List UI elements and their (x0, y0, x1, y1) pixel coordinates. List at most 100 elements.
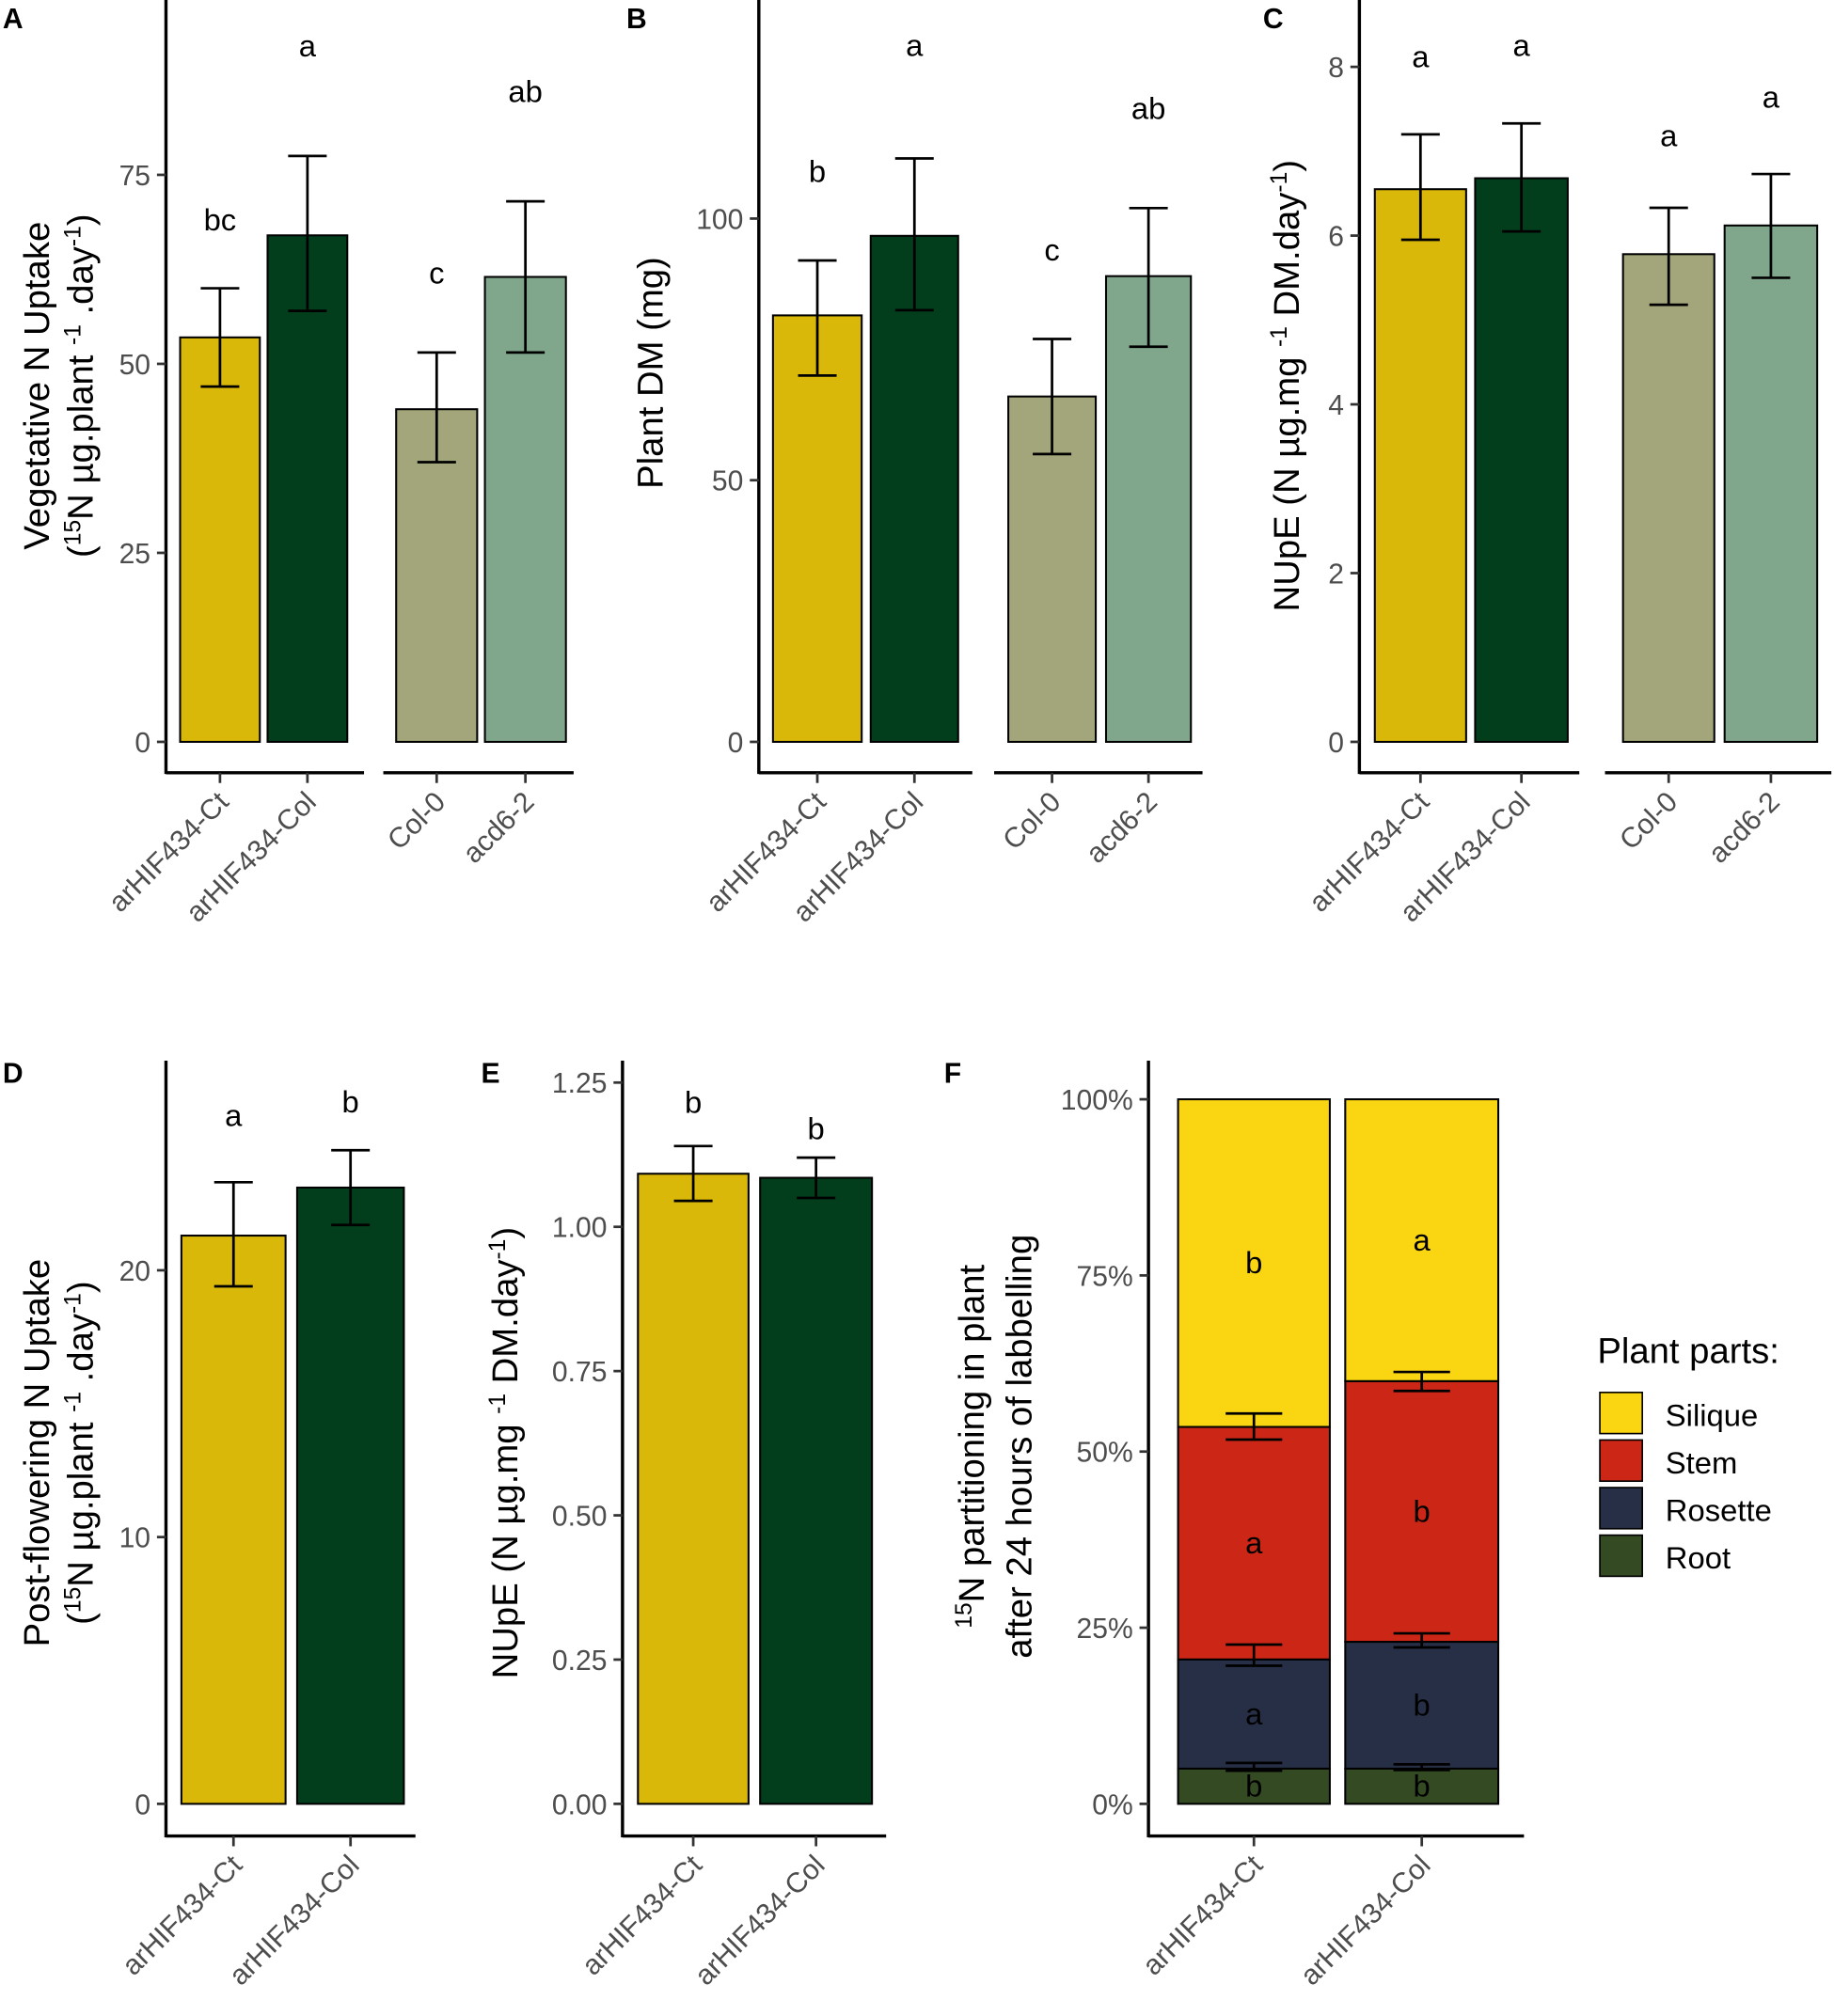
significance-letter: b (1414, 1769, 1431, 1803)
y-tick-label: 1.25 (552, 1068, 608, 1099)
title-segment: DM.day (1267, 192, 1307, 326)
y-tick-label: 75% (1077, 1261, 1133, 1292)
y-tick-label: 0 (728, 728, 744, 759)
y-tick-label: 10 (119, 1523, 150, 1554)
bar (869, 234, 959, 743)
legend-swatch (1599, 1534, 1644, 1578)
y-tick-label: 0 (134, 728, 150, 759)
legend-label: Rosette (1666, 1493, 1772, 1528)
significance-letter: a (299, 28, 317, 63)
title-segment: N µg.plant (61, 345, 102, 520)
stacked-bar-segment (1177, 1425, 1331, 1661)
y-tick-label: 0.75 (552, 1357, 608, 1388)
bar (1723, 224, 1819, 743)
error-bar (200, 287, 240, 388)
y-tick-label: 75 (119, 161, 150, 192)
error-bar (1400, 133, 1440, 242)
y-tick-label: 0.00 (552, 1789, 608, 1820)
significance-letter: a (225, 1097, 243, 1132)
title-segment: .day (61, 1313, 102, 1392)
y-tick-label: 25 (119, 539, 150, 570)
bar (266, 234, 349, 743)
significance-letter: a (906, 28, 924, 63)
y-tick-label: 4 (1328, 390, 1344, 421)
y-tick-label: 20 (119, 1256, 150, 1287)
y-tick-label: 50 (712, 466, 743, 497)
title-segment: .day (61, 245, 102, 324)
title-segment: Post-flowering N Uptake (17, 1259, 57, 1647)
significance-letter: a (1763, 79, 1780, 114)
y-tick-label: 0 (1328, 728, 1344, 759)
superscript: -1 (484, 1394, 510, 1414)
legend-label: Root (1666, 1540, 1731, 1575)
significance-letter: b (809, 153, 826, 188)
x-tick-label: Col-0 (997, 786, 1067, 856)
bar (771, 314, 863, 743)
error-bar (1225, 1411, 1283, 1441)
error-bar (1649, 206, 1688, 307)
error-bar (1033, 338, 1072, 456)
error-bar (417, 351, 456, 464)
x-tick-label: acd6-2 (457, 786, 540, 869)
x-tick-label: arHIF434-Ct (577, 1850, 709, 1982)
panel-label: F (944, 1058, 961, 1089)
stacked-bar-segment (1344, 1098, 1500, 1382)
significance-letter: a (1414, 1222, 1431, 1257)
x-tick-label: Col-0 (1614, 786, 1684, 856)
bar (1621, 253, 1715, 743)
error-bar (1393, 1763, 1450, 1772)
title-segment: ( (61, 1613, 102, 1625)
significance-letter: b (1414, 1687, 1431, 1722)
significance-letter: ab (1131, 91, 1165, 126)
title-segment: N µg.plant (61, 1412, 102, 1587)
error-bar (1225, 1643, 1283, 1667)
bar (1104, 275, 1193, 743)
y-axis-title: Plant DM (mg) (630, 257, 671, 489)
stacked-bar-segment (1177, 1098, 1331, 1428)
title-segment: ) (485, 1227, 526, 1239)
significance-letter: b (1414, 1493, 1431, 1528)
y-tick-label: 0.50 (552, 1501, 608, 1532)
superscript: -1 (1267, 172, 1292, 193)
stacked-bar-segment (1344, 1641, 1500, 1770)
error-bar (1502, 121, 1542, 233)
superscript: -1 (484, 1239, 510, 1260)
error-bar (1393, 1370, 1450, 1393)
bar (179, 336, 261, 743)
significance-letter: c (1044, 232, 1059, 267)
title-segment: ) (61, 1281, 102, 1293)
error-bar (673, 1144, 713, 1203)
significance-letter: b (1245, 1769, 1262, 1803)
y-axis-title: Vegetative N Uptake (17, 222, 57, 550)
superscript: -1 (1267, 326, 1292, 347)
bar (759, 1176, 874, 1805)
superscript: -1 (60, 1293, 86, 1314)
legend-title: Plant parts: (1597, 1331, 1779, 1371)
error-bar (331, 1148, 371, 1227)
error-bar (1129, 206, 1168, 349)
y-tick-label: 2 (1328, 559, 1344, 590)
significance-letter: b (808, 1110, 825, 1145)
significance-letter: b (1245, 1245, 1262, 1280)
bar (1474, 177, 1569, 743)
title-segment: ) (61, 213, 102, 226)
error-bar (798, 259, 837, 377)
y-tick-label: 25% (1077, 1614, 1133, 1645)
title-segment: NUpE (N µg.mg (1267, 347, 1307, 611)
y-tick-label: 50% (1077, 1438, 1133, 1469)
y-tick-label: 6 (1328, 222, 1344, 253)
y-tick-label: 100 (696, 204, 743, 235)
legend-swatch (1599, 1487, 1644, 1530)
legend-label: Stem (1666, 1445, 1738, 1480)
panel-label: C (1263, 4, 1284, 35)
error-bar (288, 154, 327, 313)
error-bar (894, 157, 934, 312)
panel-label: D (3, 1058, 24, 1089)
significance-letter: b (685, 1085, 702, 1120)
stacked-bar-segment (1344, 1767, 1500, 1805)
panel-label: E (481, 1058, 499, 1089)
x-tick-label: arHIF434-Col (1295, 1850, 1437, 1992)
y-axis-title: 15N partitioning in plant (952, 1264, 993, 1628)
title-segment: DM.day (485, 1259, 526, 1394)
